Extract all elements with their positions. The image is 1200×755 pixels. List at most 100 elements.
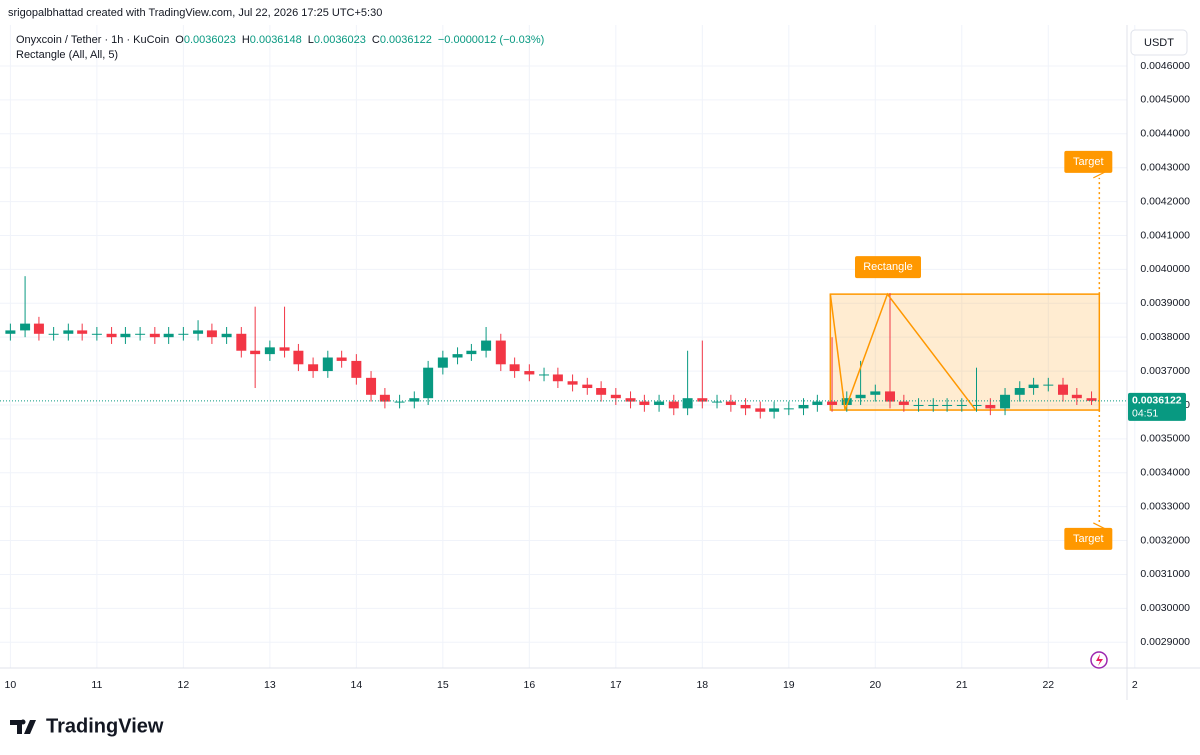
- candle-body: [135, 333, 146, 335]
- icon-circle[interactable]: [1090, 651, 1108, 669]
- icon-bolt[interactable]: [1096, 654, 1103, 666]
- candle-body: [91, 333, 102, 335]
- candle-body: [149, 333, 160, 338]
- candle-body: [798, 404, 809, 409]
- candle-body: [725, 401, 736, 405]
- candle-body: [481, 340, 492, 351]
- alert-icon[interactable]: [1090, 651, 1108, 669]
- x-tick-label: 16: [523, 679, 535, 691]
- candle-body: [293, 350, 304, 365]
- c-value: 0.0036122: [380, 34, 432, 46]
- price-tag: [1128, 392, 1186, 421]
- c-label: C: [372, 34, 380, 46]
- y-tick-label: 0.0037000: [1140, 365, 1190, 377]
- x-tick-label: 18: [696, 679, 708, 691]
- candle-body: [106, 333, 117, 338]
- x-tick-label: 21: [956, 679, 968, 691]
- currency[interactable]: USDT: [1144, 37, 1174, 49]
- candle-body: [308, 364, 319, 372]
- candle-body: [366, 377, 377, 395]
- candle-body: [740, 404, 751, 409]
- candle-body: [437, 357, 448, 368]
- candle-body: [827, 401, 838, 405]
- logo-mark: [10, 720, 36, 734]
- candle-body: [942, 404, 953, 406]
- candle-body: [409, 398, 420, 402]
- candle-body: [668, 401, 679, 409]
- candle-body: [1043, 384, 1054, 386]
- candle-body: [913, 404, 924, 406]
- target-label: Target: [1073, 156, 1104, 168]
- candle-body: [870, 391, 881, 395]
- x-tick-label: 2: [1132, 679, 1138, 691]
- y-tick-label: 0.0029000: [1140, 636, 1190, 648]
- x-tick-label: 17: [610, 679, 622, 691]
- candle-body: [509, 364, 520, 372]
- pattern-label: Rectangle: [863, 261, 913, 273]
- candle-body: [221, 333, 232, 338]
- change: −0.0000012 (−0.03%): [438, 34, 544, 46]
- o-value: 0.0036023: [184, 34, 236, 46]
- candle-body: [279, 347, 290, 351]
- candle-body: [783, 408, 794, 410]
- candle-body: [524, 371, 535, 375]
- x-tick-label: 10: [5, 679, 17, 691]
- h-label: H: [242, 34, 250, 46]
- y-tick-label: 0.0041000: [1140, 229, 1190, 241]
- candle-body: [193, 330, 204, 334]
- x-tick-label: 20: [869, 679, 881, 691]
- logo-dot: [20, 719, 26, 725]
- y-tick-label: 0.0044000: [1140, 128, 1190, 140]
- target-label-bg: [1064, 527, 1113, 550]
- candle-body: [539, 374, 550, 376]
- candle-body: [264, 347, 275, 355]
- candle-body: [552, 374, 563, 382]
- candle-body: [582, 384, 593, 389]
- logo-text: TradingView: [46, 715, 164, 737]
- candle-body: [855, 394, 866, 399]
- candle-body: [423, 367, 434, 399]
- candle-body: [63, 330, 74, 334]
- y-tick-label: 0.0039000: [1140, 297, 1190, 309]
- currency-button[interactable]: [1130, 29, 1188, 56]
- candle-body: [452, 354, 463, 358]
- y-tick-label: 0.0040000: [1140, 263, 1190, 275]
- plot: Rectangle Target Target: [0, 25, 1136, 668]
- candle-body: [178, 333, 189, 335]
- y-tick-label: 0.0042000: [1140, 195, 1190, 207]
- candle-body: [841, 398, 852, 405]
- candle-body: [1028, 384, 1039, 389]
- x-tick-label: 14: [351, 679, 363, 691]
- candle-body: [394, 401, 405, 403]
- x-tick-label: 12: [178, 679, 190, 691]
- candle-body: [755, 408, 766, 412]
- candle-body: [33, 323, 44, 334]
- candle-body: [625, 398, 636, 402]
- legend-line: Onyxcoin / Tether · 1h · KuCoin O0.003602…: [16, 34, 544, 46]
- candle-body: [610, 394, 621, 399]
- price-tag-value: 0.0036122: [1132, 395, 1182, 407]
- candle-body: [812, 401, 823, 405]
- candle-body: [379, 394, 390, 402]
- x-tick-label: 13: [264, 679, 276, 691]
- candle-body: [351, 360, 362, 378]
- y-tick-label: 0.0034000: [1140, 467, 1190, 479]
- candle-body: [1000, 394, 1011, 409]
- candle-body: [495, 340, 506, 365]
- candle-body: [985, 404, 996, 409]
- candle-body: [639, 401, 650, 405]
- y-tick-label: 0.0033000: [1140, 500, 1190, 512]
- l-value: 0.0036023: [314, 34, 366, 46]
- candle-body: [1014, 388, 1025, 395]
- symbol: Onyxcoin / Tether · 1h · KuCoin: [16, 34, 169, 46]
- y-tick-label: 0.0045000: [1140, 94, 1190, 106]
- countdown: 04:51: [1132, 408, 1158, 420]
- o-label: O: [175, 34, 184, 46]
- candle-body: [1086, 398, 1097, 401]
- candle-body: [1057, 384, 1068, 395]
- candle-body: [971, 404, 982, 406]
- pattern-zigzag: [829, 292, 977, 411]
- candle-body: [769, 408, 780, 412]
